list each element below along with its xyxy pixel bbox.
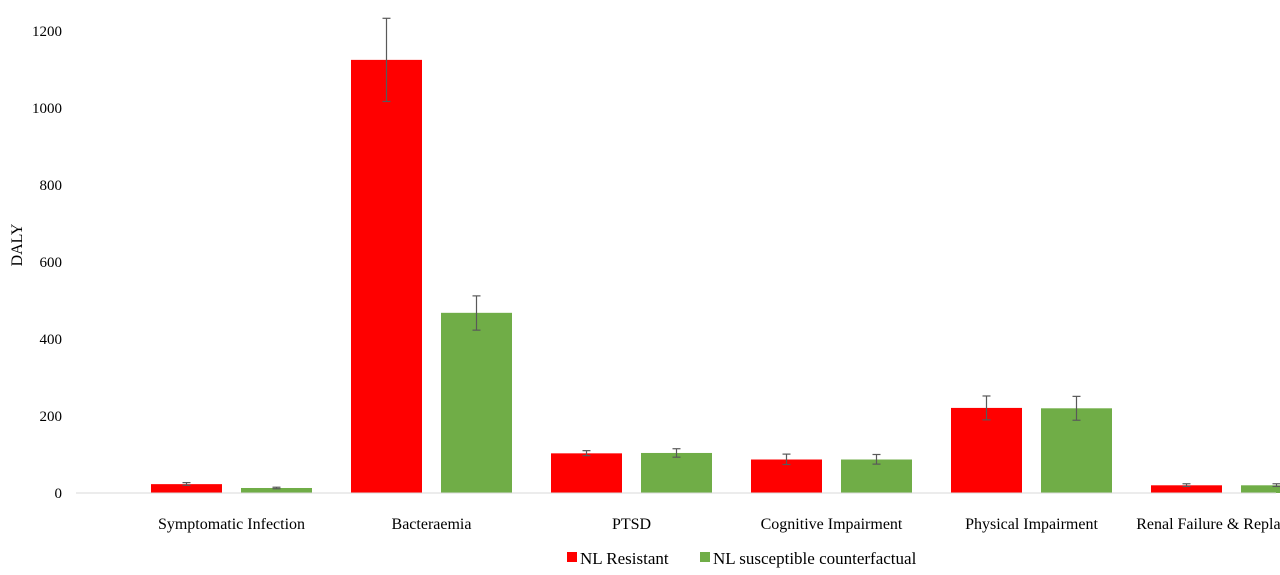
y-tick-label: 600 [40,255,63,271]
bar [151,484,222,493]
y-tick-label: 1000 [32,101,62,117]
legend-swatch [700,552,710,562]
bar [951,407,1022,493]
category-label: Physical Impairment [965,516,1098,533]
bar [241,487,312,493]
category-label: Cognitive Impairment [761,516,903,533]
y-tick-label: 1200 [32,24,62,40]
bar [1151,485,1222,493]
legend-label: NL Resistant [580,549,669,568]
bar [1041,408,1112,493]
bar [1241,485,1280,493]
y-axis-title: DALY [9,223,26,266]
legend-swatch [567,552,577,562]
legend: NL Resistant NL susceptible counterfactua… [567,549,917,568]
category-label: Renal Failure & Replacement [1136,516,1280,533]
bar [441,312,512,493]
bars [151,59,1280,493]
bar [841,459,912,493]
category-labels: Symptomatic Infection Bacteraemia PTSD Cogn… [158,516,1280,533]
category-label: Symptomatic Infection [158,516,305,533]
legend-label: NL susceptible counterfactual [713,549,917,568]
error-bars [182,17,1280,490]
y-tick-label: 200 [40,409,63,425]
y-tick-label: 400 [40,332,63,348]
bar [351,59,422,493]
bar [641,452,712,493]
y-tick-label: 0 [55,486,63,502]
category-label: PTSD [612,516,651,533]
category-label: Bacteraemia [392,516,472,533]
bar [551,453,622,493]
y-axis-ticks: 0 200 400 600 800 1000 1200 [32,24,62,502]
y-tick-label: 800 [40,178,63,194]
